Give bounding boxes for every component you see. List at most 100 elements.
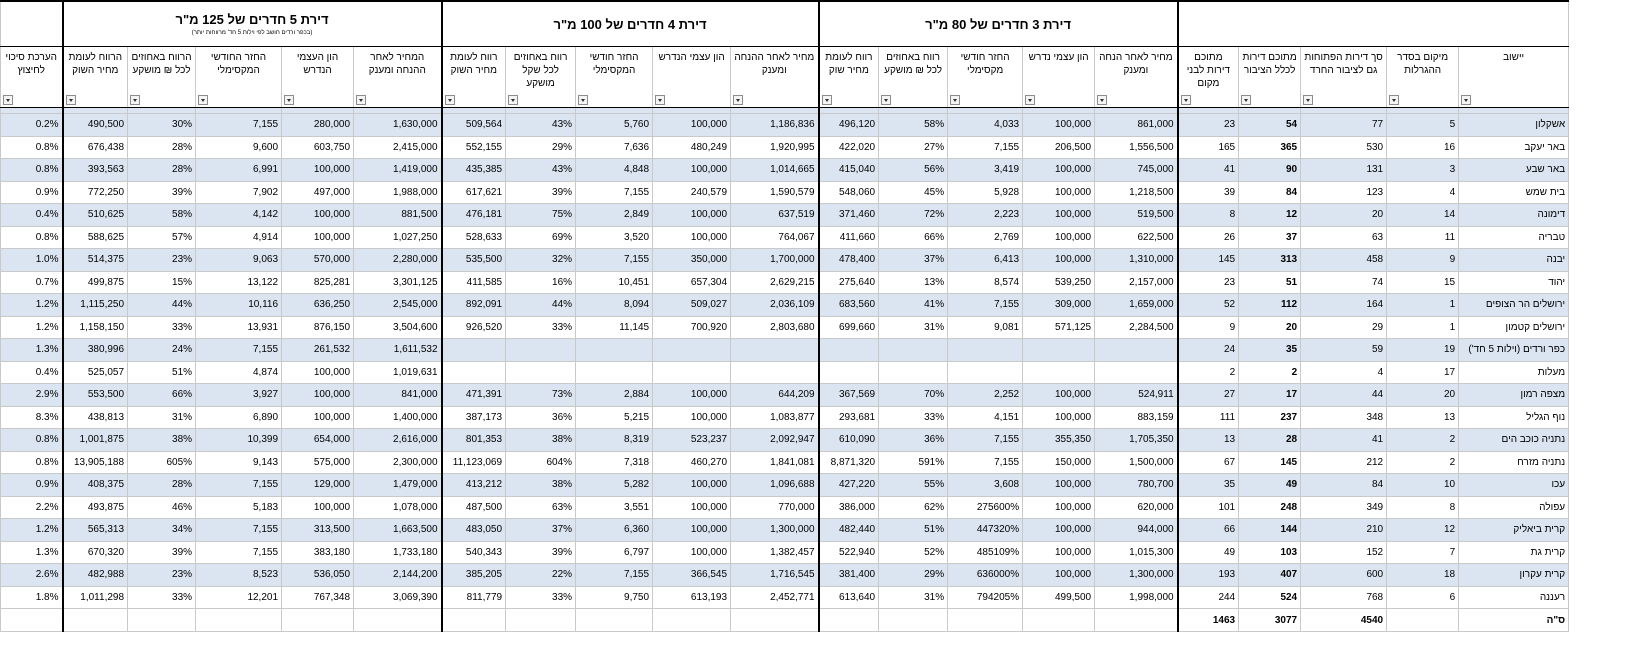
value-cell: 56%	[878, 158, 949, 182]
filter-button[interactable]	[655, 95, 666, 105]
value-cell: 100,000	[281, 225, 355, 249]
filter-button[interactable]	[1303, 95, 1314, 105]
value-cell: 4,914	[195, 225, 283, 249]
value-cell: 365	[1238, 135, 1302, 159]
value-cell: 7,155	[575, 563, 654, 587]
value-cell: 3,301,125	[353, 270, 443, 294]
spacer-row	[0, 107, 1570, 114]
value-cell: 528,633	[440, 225, 507, 249]
value-cell: 10	[1386, 473, 1460, 497]
value-cell: 100,000	[652, 540, 732, 564]
value-cell: 29	[1300, 315, 1388, 339]
value-cell: 313	[1238, 248, 1302, 272]
spacer-cell	[0, 107, 63, 114]
filter-button[interactable]	[3, 95, 13, 105]
settlement-cell: עפולה	[1458, 495, 1570, 519]
value-cell: 100,000	[1022, 405, 1096, 429]
data-row: קרית עקרון 18 600 407 193 1,300,000 100,000 636…	[0, 563, 1570, 587]
column-header: המחיר לאחר ההנחה ומענק	[353, 46, 443, 108]
value-cell: 371,460	[817, 203, 880, 227]
filter-button[interactable]	[284, 95, 295, 105]
value-cell: 575,000	[281, 450, 355, 474]
value-cell: 37%	[878, 248, 949, 272]
value-cell: 670,320	[61, 540, 129, 564]
value-cell: 4,142	[195, 203, 283, 227]
filter-button[interactable]	[821, 95, 832, 105]
filter-button[interactable]	[130, 95, 141, 105]
filter-button[interactable]	[444, 95, 455, 105]
filter-button[interactable]	[356, 95, 367, 105]
value-cell	[440, 338, 507, 362]
value-cell: 123	[1300, 180, 1388, 204]
value-cell: 1,300,000	[730, 518, 820, 542]
filter-button[interactable]	[1389, 95, 1400, 105]
settlement-cell: דימונה	[1458, 203, 1570, 227]
value-cell: 7,155	[195, 338, 283, 362]
value-cell: 487,500	[440, 495, 507, 519]
value-cell: 100,000	[1022, 563, 1096, 587]
group-header: דירת 3 חדרים של 80 מ"ר	[817, 0, 1179, 47]
value-cell: 522,940	[817, 540, 880, 564]
value-cell: 43%	[505, 113, 577, 137]
filter-button[interactable]	[1241, 95, 1252, 105]
value-cell: 75%	[505, 203, 577, 227]
data-row: דימונה 14 20 12 8 519,500 100,000 2,223 72% 371,4…	[0, 203, 1570, 227]
value-cell: 275,640	[817, 270, 880, 294]
data-table: דירת 3 חדרים של 80 מ"ר דירת 4 חדרים של 10…	[0, 0, 1570, 632]
total-cell: ס"ה	[1458, 608, 1570, 632]
value-cell: 1,556,500	[1094, 135, 1179, 159]
value-cell: 1,019,631	[353, 360, 443, 384]
filter-button[interactable]	[733, 95, 744, 105]
value-cell	[575, 338, 654, 362]
filter-button[interactable]	[578, 95, 589, 105]
column-header: סך דירות הפתוחות גם לציבור החרד	[1300, 46, 1388, 108]
value-cell: 1	[1386, 315, 1460, 339]
filter-button[interactable]	[198, 95, 209, 105]
value-cell: 32%	[505, 248, 577, 272]
value-cell: 764,067	[730, 225, 820, 249]
value-cell: 29%	[505, 135, 577, 159]
settlement-cell: באר יעקב	[1458, 135, 1570, 159]
value-cell: 381,400	[817, 563, 880, 587]
total-cell: 3077	[1238, 608, 1302, 632]
filter-button[interactable]	[881, 95, 892, 105]
value-cell: 1,733,180	[353, 540, 443, 564]
value-cell: 411,585	[440, 270, 507, 294]
settlement-cell: טבריה	[1458, 225, 1570, 249]
value-cell: 552,155	[440, 135, 507, 159]
value-cell: 23%	[127, 563, 197, 587]
value-cell: 350,000	[652, 248, 732, 272]
value-cell: 861,000	[1094, 113, 1179, 137]
value-cell: 411,660	[817, 225, 880, 249]
value-cell: 100,000	[1022, 248, 1096, 272]
value-cell: 9	[1386, 248, 1460, 272]
filter-button[interactable]	[1025, 95, 1036, 105]
settlement-cell: באר שבע	[1458, 158, 1570, 182]
column-title: הרווח לעומת מחיר השוק	[68, 52, 123, 76]
value-cell: 1,611,532	[353, 338, 443, 362]
value-cell: 509,027	[652, 293, 732, 317]
value-cell: 617,621	[440, 180, 507, 204]
total-cell	[817, 608, 880, 632]
filter-button[interactable]	[1097, 95, 1108, 105]
filter-button[interactable]	[1180, 95, 1191, 105]
value-cell: 553,500	[61, 383, 129, 407]
filter-button[interactable]	[1461, 95, 1472, 105]
value-cell: 41	[1300, 428, 1388, 452]
value-cell: 72%	[878, 203, 949, 227]
value-cell: 438,813	[61, 405, 129, 429]
value-cell: 1,186,836	[730, 113, 820, 137]
value-cell: 2,629,215	[730, 270, 820, 294]
column-title: המחיר לאחר ההנחה ומענק	[368, 52, 426, 76]
filter-button[interactable]	[65, 95, 76, 105]
value-cell: 23%	[127, 248, 197, 272]
filter-button[interactable]	[508, 95, 519, 105]
value-cell: 100,000	[1022, 473, 1096, 497]
filter-button[interactable]	[950, 95, 961, 105]
value-cell: 1,218,500	[1094, 180, 1179, 204]
data-row: קרית ביאליק 12 210 144 66 944,000 100,000 44732…	[0, 518, 1570, 542]
value-cell: 657,304	[652, 270, 732, 294]
spacer-cell	[947, 107, 1024, 114]
value-cell: 570,000	[281, 248, 355, 272]
spacer-cell	[1458, 107, 1570, 114]
